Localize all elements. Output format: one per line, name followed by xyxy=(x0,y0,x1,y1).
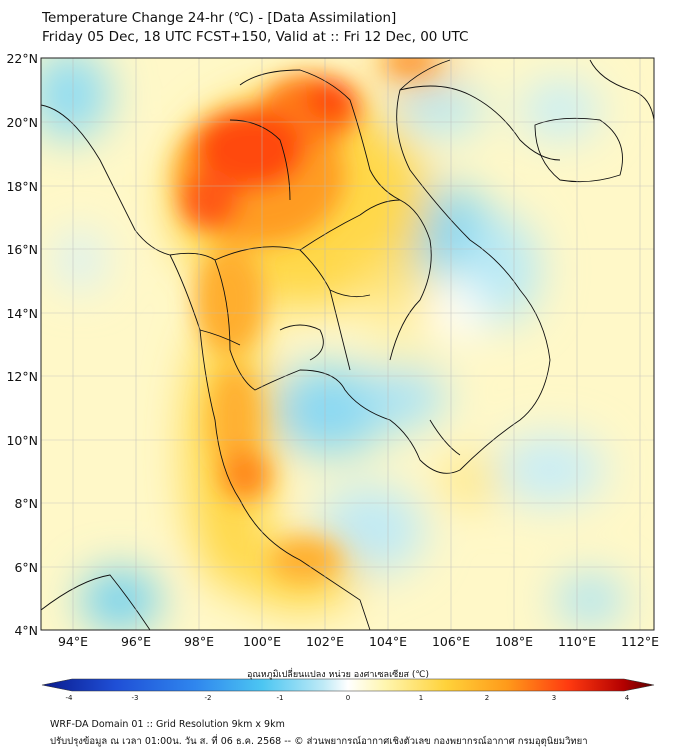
lat-label: 22°N xyxy=(6,51,38,66)
lon-label: 96°E xyxy=(120,634,152,649)
colorbar-tick: 4 xyxy=(624,694,630,702)
lat-label: 16°N xyxy=(6,242,38,257)
colorbar-tick: -3 xyxy=(131,694,139,702)
lon-label: 108°E xyxy=(494,634,533,649)
country-borders xyxy=(41,59,654,630)
lat-label: 4°N xyxy=(14,623,38,638)
lon-label: 94°E xyxy=(57,634,89,649)
lon-label: 98°E xyxy=(183,634,215,649)
lat-label: 14°N xyxy=(6,306,38,321)
footer-model-info: WRF-DA Domain 01 :: Grid Resolution 9km … xyxy=(50,719,285,730)
colorbar-tick: 0 xyxy=(345,694,351,702)
lon-label: 104°E xyxy=(368,634,407,649)
lat-label: 10°N xyxy=(6,433,38,448)
graticule xyxy=(41,58,654,630)
colorbar-tick: 3 xyxy=(551,694,557,702)
lat-label: 8°N xyxy=(14,496,38,511)
lat-label: 20°N xyxy=(6,115,38,130)
lon-label: 106°E xyxy=(431,634,470,649)
colorbar xyxy=(41,678,655,692)
map-subtitle: Friday 05 Dec, 18 UTC FCST+150, Valid at… xyxy=(42,29,469,45)
map-frame xyxy=(40,57,655,631)
colorbar-title: อุณหภูมิเปลี่ยนแปลง หน่วย องศาเซลเซียส (… xyxy=(246,670,430,680)
colorbar-tick: 2 xyxy=(484,694,490,702)
map-title: Temperature Change 24-hr (℃) - [Data Ass… xyxy=(42,10,397,26)
lat-label: 6°N xyxy=(14,560,38,575)
colorbar-tick: -2 xyxy=(204,694,212,702)
lon-label: 100°E xyxy=(242,634,281,649)
colorbar-tick: -1 xyxy=(276,694,284,702)
footer-credit: ปรับปรุงข้อมูล ณ เวลา 01:00น. วัน ส. ที่… xyxy=(50,736,588,747)
colorbar-tick: 1 xyxy=(418,694,424,702)
lon-label: 102°E xyxy=(305,634,344,649)
lat-label: 12°N xyxy=(6,369,38,384)
lon-label: 112°E xyxy=(620,634,659,649)
lon-label: 110°E xyxy=(557,634,596,649)
colorbar-tick: -4 xyxy=(65,694,73,702)
lat-label: 18°N xyxy=(6,179,38,194)
